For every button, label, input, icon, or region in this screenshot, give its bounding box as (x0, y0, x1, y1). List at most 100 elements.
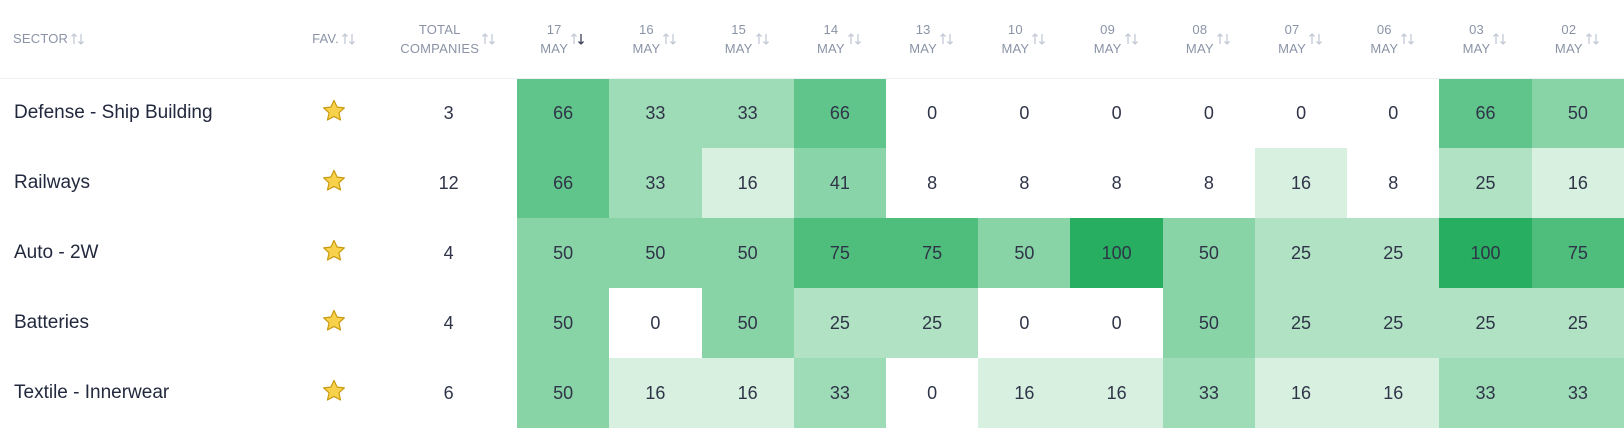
date-column-header[interactable]: 09 MAY (1070, 0, 1163, 79)
date-column-header[interactable]: 15 MAY (701, 0, 794, 79)
heatmap-cell: 0 (1347, 78, 1440, 148)
table-row[interactable]: Defense - Ship Building 3 66 33 33 66 0 0 0 0 0 0 66… (0, 78, 1624, 148)
date-column-header[interactable]: 16 MAY (609, 0, 702, 79)
heatmap-cell: 8 (978, 148, 1071, 218)
heatmap-cell: 25 (886, 288, 979, 358)
sort-icon[interactable] (847, 32, 863, 46)
star-icon[interactable] (321, 168, 347, 199)
date-header-day: 14 (823, 21, 839, 37)
heatmap-cell: 66 (1439, 78, 1532, 148)
sort-icon[interactable] (481, 32, 497, 46)
heatmap-cell: 50 (517, 218, 610, 288)
heatmap-cell: 33 (1439, 358, 1532, 428)
date-column-header[interactable]: 08 MAY (1162, 0, 1255, 79)
favorite-toggle[interactable] (289, 288, 381, 358)
heatmap-cell: 25 (1347, 288, 1440, 358)
table-row[interactable]: Railways 12 66 33 16 41 8 8 8 8 16 8 25 16 (0, 148, 1624, 218)
favorite-toggle[interactable] (289, 78, 381, 148)
table-row[interactable]: Textile - Innerwear 6 50 16 16 33 0 16 16 33 16 16 3… (0, 358, 1624, 428)
heatmap-cell: 33 (609, 78, 702, 148)
total-companies-value: 4 (443, 312, 454, 333)
heatmap-cell: 8 (1162, 148, 1255, 218)
sort-icon[interactable] (1585, 32, 1601, 46)
total-companies-column-header[interactable]: TOTAL COMPANIES (380, 0, 518, 79)
date-column-header[interactable]: 13 MAY (886, 0, 979, 79)
heatmap-cell: 0 (1070, 288, 1163, 358)
heatmap-cell: 0 (609, 288, 702, 358)
heatmap-cell: 8 (1070, 148, 1163, 218)
heatmap-cell: 0 (886, 78, 979, 148)
date-header-month: MAY (1278, 40, 1306, 56)
sector-name[interactable]: Batteries (14, 312, 89, 333)
heatmap-cell: 100 (1439, 218, 1532, 288)
heatmap-cell: 25 (1531, 288, 1624, 358)
date-column-header[interactable]: 07 MAY (1254, 0, 1348, 79)
table-body: Defense - Ship Building 3 66 33 33 66 0 0 0 0 0 0 66… (0, 78, 1624, 428)
sort-icon[interactable] (662, 32, 678, 46)
heatmap-cell: 33 (1162, 358, 1255, 428)
sort-icon[interactable] (755, 32, 771, 46)
heatmap-cell: 75 (793, 218, 887, 288)
date-column-header[interactable]: 03 MAY (1439, 0, 1532, 79)
heatmap-cell: 16 (978, 358, 1071, 428)
total-companies-value: 12 (438, 172, 459, 193)
heatmap-cell: 16 (1347, 358, 1440, 428)
heatmap-cell: 16 (701, 148, 794, 218)
date-header-day: 08 (1192, 21, 1208, 37)
heatmap-cell: 75 (886, 218, 979, 288)
favorite-toggle[interactable] (289, 218, 381, 288)
total-companies-value: 6 (443, 382, 454, 403)
date-header-day: 17 (546, 21, 562, 37)
heatmap-cell: 8 (1347, 148, 1440, 218)
sort-desc-icon[interactable] (570, 32, 586, 46)
date-header-day: 10 (1007, 21, 1023, 37)
sort-icon[interactable] (1216, 32, 1232, 46)
date-header-month: MAY (1093, 40, 1122, 56)
date-column-header[interactable]: 17 MAY (517, 0, 610, 79)
sector-name[interactable]: Textile - Innerwear (14, 382, 170, 403)
total-companies-value: 4 (443, 242, 454, 263)
sort-icon[interactable] (1031, 32, 1047, 46)
favorite-toggle[interactable] (289, 148, 381, 218)
date-header-day: 16 (638, 21, 654, 37)
date-header-day: 13 (915, 21, 931, 37)
sort-icon[interactable] (939, 32, 955, 46)
date-column-header[interactable]: 14 MAY (793, 0, 887, 79)
date-column-header[interactable]: 10 MAY (978, 0, 1071, 79)
table-row[interactable]: Auto - 2W 4 50 50 50 75 75 50 100 50 25 25 100 75 (0, 218, 1624, 288)
sort-icon[interactable] (1400, 32, 1416, 46)
date-header-month: MAY (816, 40, 845, 56)
heatmap-cell: 66 (793, 78, 887, 148)
sort-icon[interactable] (1308, 32, 1324, 46)
star-icon[interactable] (321, 98, 347, 129)
sort-icon[interactable] (341, 32, 357, 46)
sector-name[interactable]: Auto - 2W (14, 242, 99, 263)
sector-name[interactable]: Defense - Ship Building (14, 102, 213, 124)
favorite-toggle[interactable] (289, 358, 381, 428)
heatmap-cell: 50 (701, 288, 794, 358)
sector-name[interactable]: Railways (14, 172, 91, 193)
sector-column-header[interactable]: SECTOR (0, 0, 289, 79)
heatmap-cell: 25 (1254, 218, 1348, 288)
table-row[interactable]: Batteries 4 50 0 50 25 25 0 0 50 25 25 25 25 (0, 288, 1624, 358)
heatmap-cell: 16 (1070, 358, 1163, 428)
heatmap-cell: 0 (1070, 78, 1163, 148)
date-header-month: MAY (909, 40, 938, 56)
date-header-day: 02 (1561, 21, 1577, 37)
date-header-month: MAY (1462, 40, 1491, 56)
sort-icon[interactable] (70, 32, 86, 46)
heatmap-cell: 66 (517, 148, 610, 218)
star-icon[interactable] (321, 238, 347, 269)
total-header-line2: COMPANIES (400, 40, 480, 56)
sort-icon[interactable] (1124, 32, 1140, 46)
heatmap-cell: 50 (1531, 78, 1624, 148)
star-icon[interactable] (321, 308, 347, 339)
fav-column-header[interactable]: FAV. (288, 0, 381, 79)
date-column-header[interactable]: 02 MAY (1531, 0, 1624, 79)
heatmap-cell: 50 (517, 288, 610, 358)
sort-icon[interactable] (1492, 32, 1508, 46)
heatmap-cell: 0 (1162, 78, 1255, 148)
star-icon[interactable] (321, 378, 347, 409)
date-header-day: 03 (1469, 21, 1484, 37)
date-column-header[interactable]: 06 MAY (1347, 0, 1440, 79)
